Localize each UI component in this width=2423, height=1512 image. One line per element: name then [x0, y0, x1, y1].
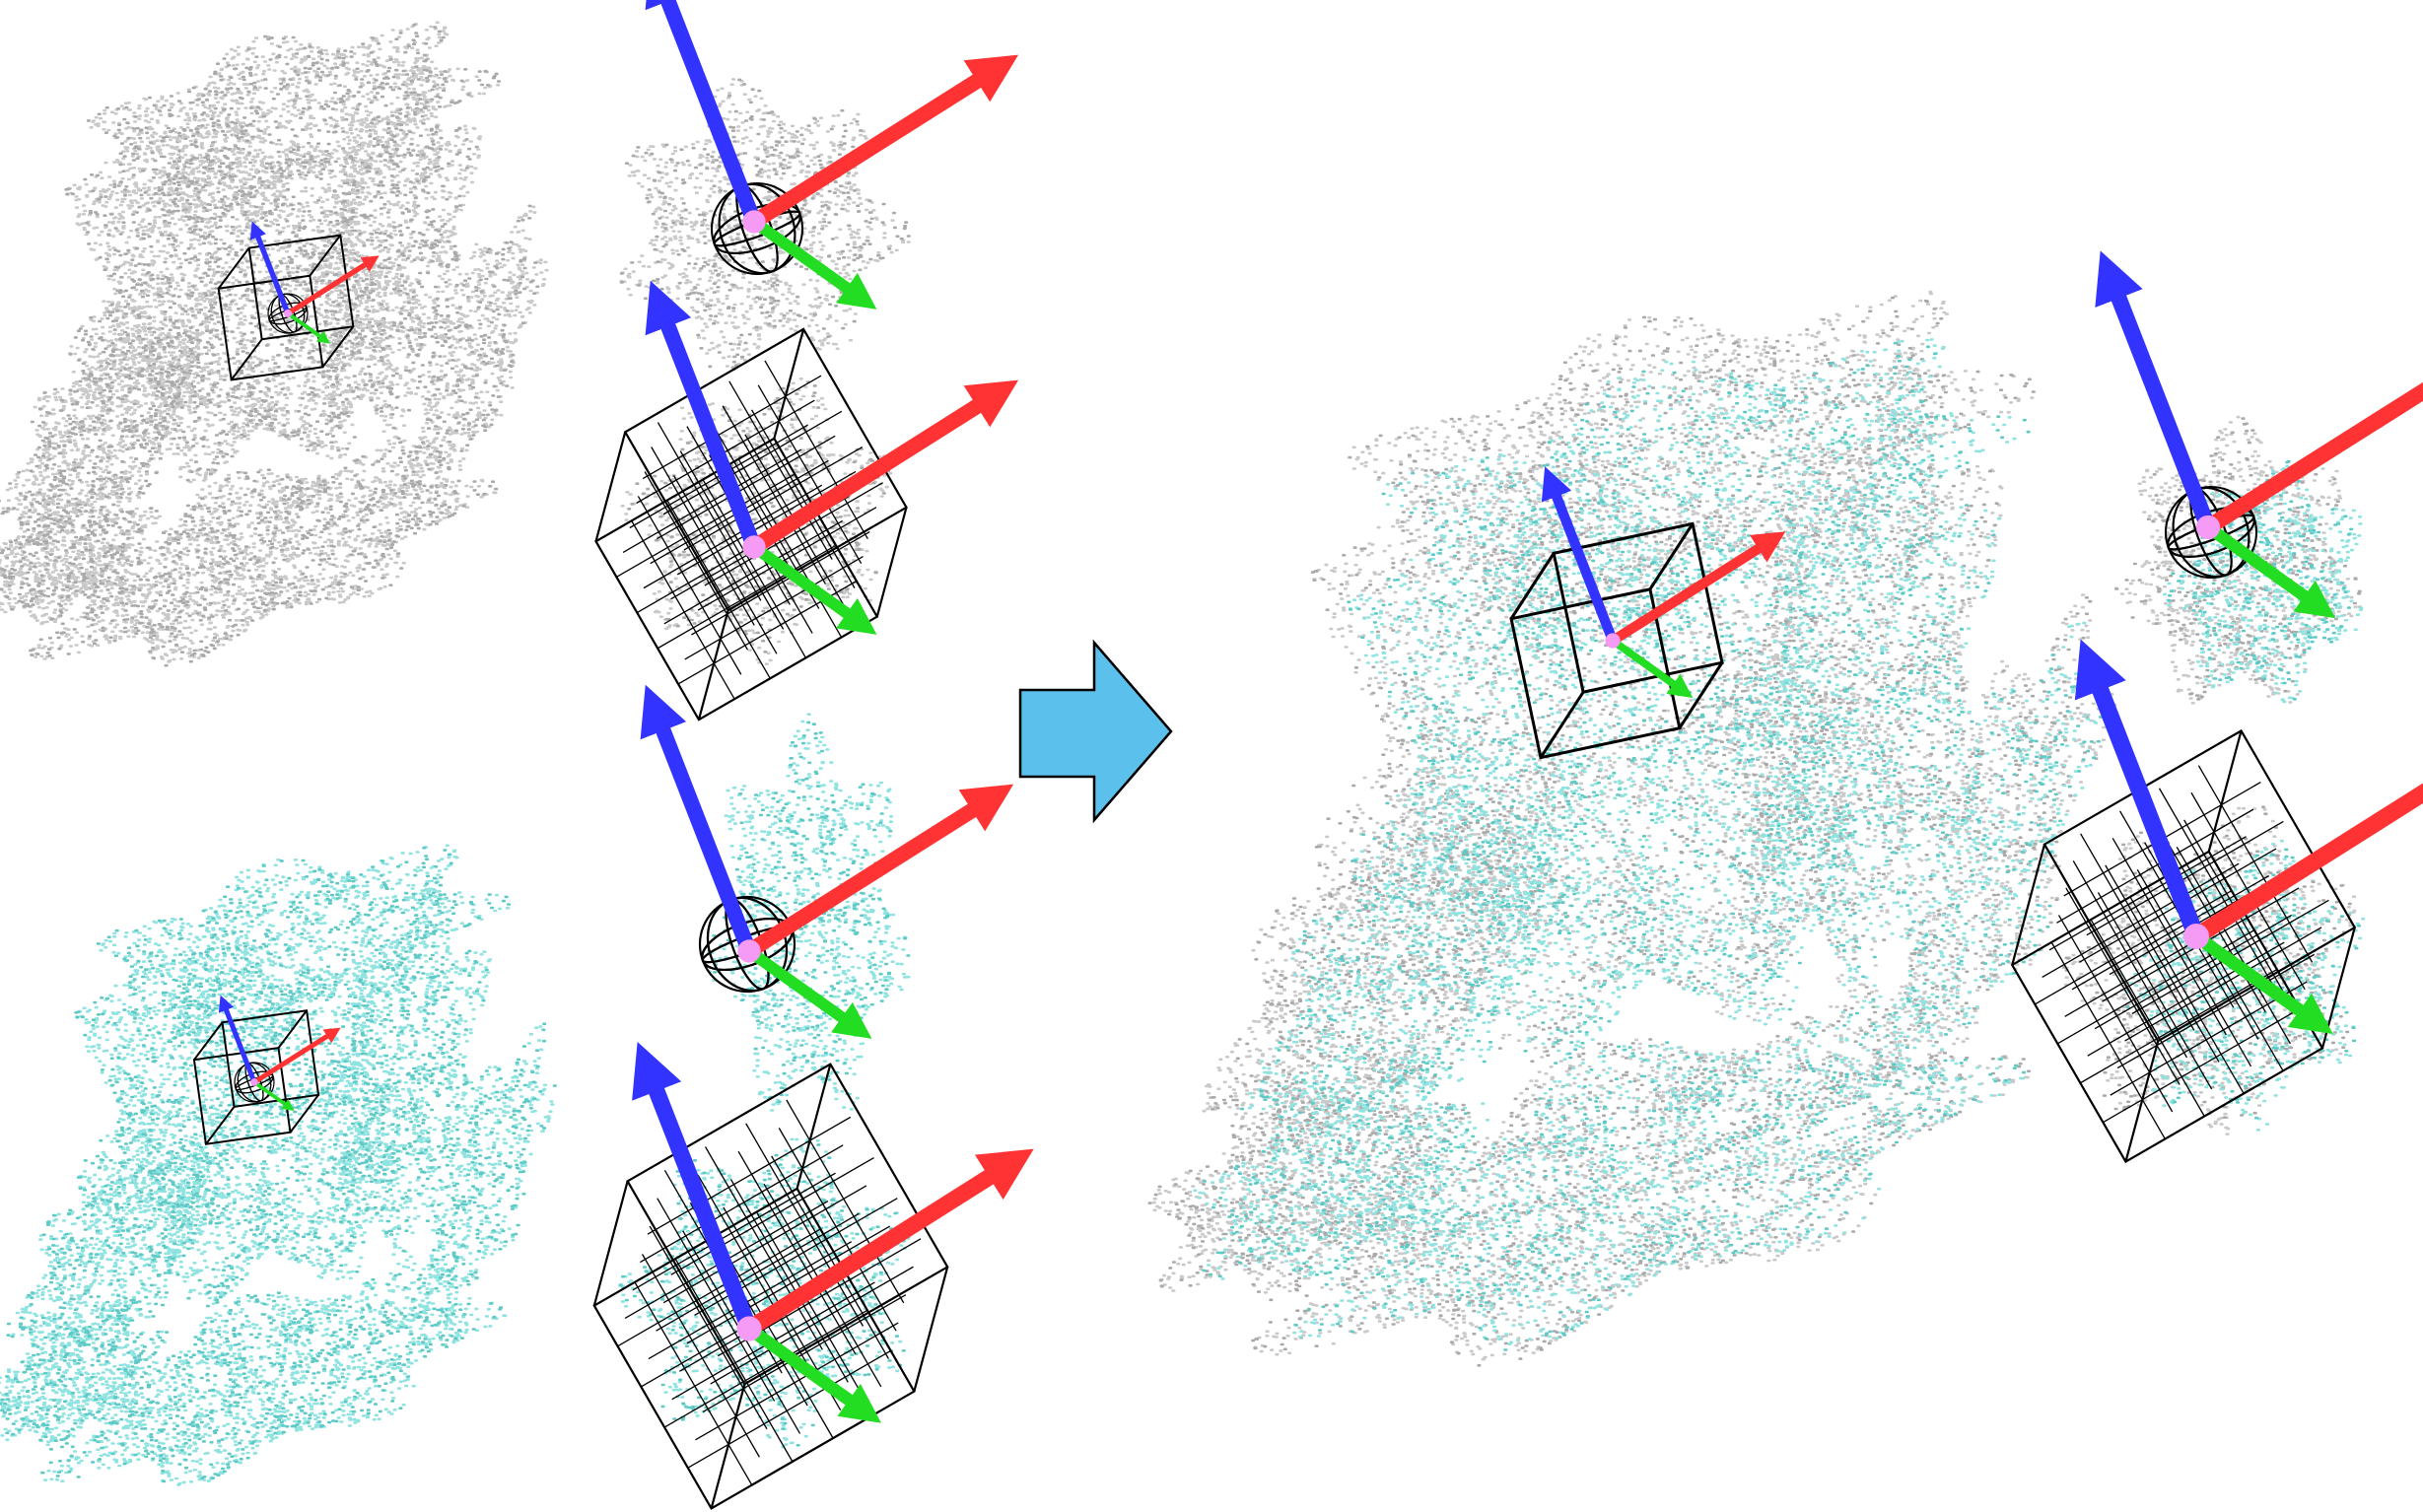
y-axis-arrow [750, 542, 877, 635]
x-axis-arrow [749, 379, 1019, 554]
target-voxel-grid [592, 1063, 949, 1510]
x-axis-arrow [2203, 381, 2423, 534]
registered-frame-axes [1541, 466, 1786, 699]
x-axis-arrow [1610, 531, 1786, 646]
source-bounding-cube [217, 234, 355, 381]
registered-sphere-patch-axes [2095, 250, 2423, 619]
target-face-cloud-part [0, 1301, 170, 1451]
registered-voxel-patch-axes [2074, 639, 2423, 1035]
z-axis-arrow [640, 684, 757, 954]
source-face-cloud-part [64, 21, 502, 221]
voxel-subgrid [616, 360, 883, 700]
y-axis-arrow [745, 946, 872, 1039]
source-patch-sphere [710, 181, 804, 276]
target-face-cloud-part [6, 1122, 232, 1371]
keypoint-dot [283, 309, 293, 318]
registered-target-cloud-part [1347, 338, 2031, 651]
keypoint-dot [742, 210, 766, 234]
y-axis-arrow [1610, 637, 1694, 699]
source-sphere-patch-axes [645, 0, 1019, 309]
target-face-cloud-part [312, 873, 493, 1269]
keypoint-dot [250, 1078, 258, 1086]
registered-bounding-cube [1509, 521, 1724, 760]
source-voxel-patch-axes [645, 280, 1019, 635]
source-face-cloud-part [0, 298, 224, 550]
registered-target-cloud-part [1240, 775, 1592, 1165]
right-arrow-icon [1018, 639, 1173, 824]
y-axis-arrow [2204, 522, 2336, 619]
target-bounding-cube [192, 1009, 320, 1145]
x-axis-arrow [252, 1027, 341, 1085]
registered-target-cloud-part [1292, 988, 2027, 1351]
source-face-cloud-part [0, 477, 163, 626]
x-axis-arrow [744, 1148, 1034, 1337]
z-axis-arrow [2074, 639, 2205, 940]
keypoint-dot [736, 1316, 762, 1341]
source-frame-axes [249, 221, 380, 344]
y-axis-arrow [750, 217, 877, 309]
target-voxel-patch-axes [632, 1041, 1034, 1423]
x-axis-arrow [286, 255, 380, 316]
flow-arrow-layer [1018, 639, 1173, 824]
z-axis-arrow [645, 280, 762, 550]
y-axis-arrow [286, 311, 331, 344]
source-face-cloud-part [29, 436, 499, 667]
target-face-cloud [0, 844, 557, 1486]
z-axis-arrow [249, 221, 291, 314]
keypoint-dot [737, 939, 761, 963]
source-face-cloud-part [302, 56, 483, 446]
registered-voxel-grid [2010, 728, 2357, 1164]
y-axis-arrow [2192, 930, 2333, 1035]
z-axis-arrow [1541, 466, 1618, 643]
registered-target-cloud-part [1722, 383, 2001, 1002]
target-face-cloud-part [74, 844, 512, 1044]
keypoint-dot [2182, 923, 2210, 950]
keypoint-dot [2195, 515, 2221, 540]
keypoint-dot [742, 535, 766, 559]
point-cloud-layer [0, 21, 2366, 1486]
target-sphere-patch-axes [640, 684, 1014, 1039]
registered-target-cloud-part [1193, 1056, 1490, 1286]
registered-target-cloud [1193, 338, 2104, 1351]
y-axis-arrow [252, 1080, 295, 1112]
z-axis-arrow [632, 1041, 757, 1333]
z-axis-arrow [2095, 250, 2216, 530]
target-frame-axes [218, 995, 341, 1112]
registered-target-cloud-part [1876, 621, 2104, 1101]
y-axis-arrow [745, 1323, 882, 1423]
source-face-cloud-part [68, 103, 420, 484]
x-axis-arrow [749, 54, 1019, 229]
source-face-cloud [0, 21, 549, 667]
target-face-cloud-part [415, 1022, 557, 1331]
x-axis-arrow [744, 784, 1014, 958]
source-face-cloud-part [402, 204, 549, 511]
z-axis-arrow [645, 0, 762, 225]
source-voxel-grid [594, 327, 908, 722]
annotation-layer [192, 0, 2423, 1510]
z-axis-arrow [218, 995, 257, 1083]
keypoint-dot [1605, 633, 1621, 649]
